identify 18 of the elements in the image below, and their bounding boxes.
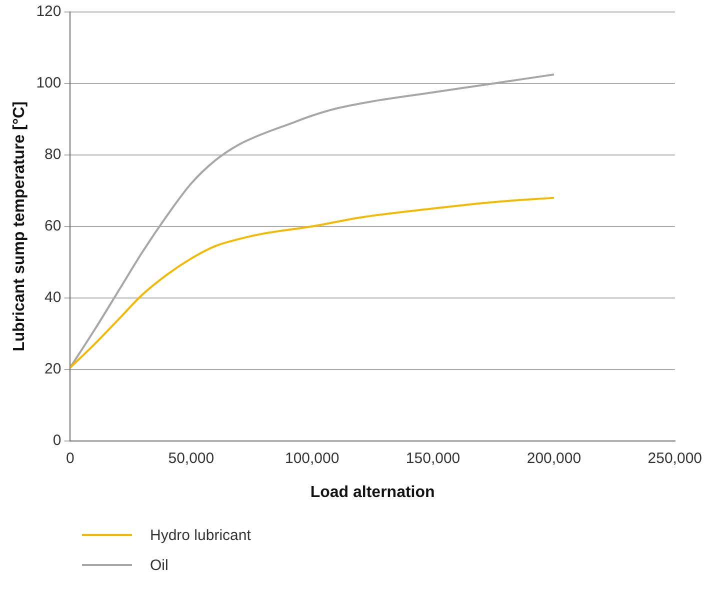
y-tick-label: 100 xyxy=(36,74,62,92)
x-tick-label: 250,000 xyxy=(648,450,702,467)
y-tick-label: 80 xyxy=(44,146,62,164)
legend-label: Oil xyxy=(150,556,168,574)
y-tick-label: 120 xyxy=(36,3,62,20)
x-tick-label: 200,000 xyxy=(526,450,582,467)
line-series xyxy=(70,196,555,369)
y-tick-label: 0 xyxy=(52,432,62,449)
y-tick-label: 40 xyxy=(44,289,62,306)
x-tick-label: 50,000 xyxy=(168,450,214,467)
y-tick-label: 20 xyxy=(44,360,62,378)
x-tick-label: 100,000 xyxy=(284,450,340,467)
legend-label: Hydro lubricant xyxy=(150,526,251,544)
y-axis-title: Lubricant sump temperature [°C] xyxy=(11,101,28,352)
y-tick-label: 60 xyxy=(44,218,62,235)
x-axis-title: Load alternation xyxy=(310,484,435,501)
x-tick-label: 150,000 xyxy=(406,450,460,467)
x-tick-label: 0 xyxy=(66,450,74,467)
